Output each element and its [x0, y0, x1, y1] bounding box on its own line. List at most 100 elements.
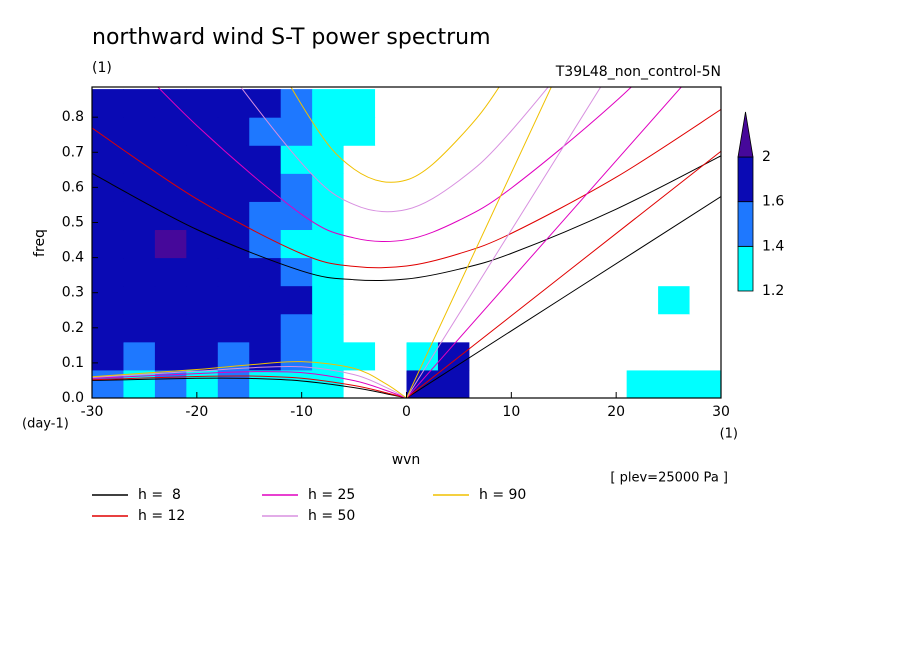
colorbar-band: [737, 156, 754, 203]
power-cell: [626, 313, 659, 343]
power-cell: [186, 341, 219, 371]
power-cell: [563, 117, 596, 146]
power-cell: [658, 369, 691, 398]
dispersion-curve-ig: [157, 87, 633, 243]
power-cell: [500, 257, 533, 287]
power-cell: [658, 313, 691, 343]
power-cell: [186, 145, 219, 174]
power-cell: [469, 145, 502, 174]
power-cell: [217, 313, 250, 343]
power-cell: [280, 369, 313, 398]
power-cell: [123, 229, 156, 259]
power-cell: [280, 229, 313, 259]
power-cell: [469, 341, 502, 371]
power-cell: [217, 285, 250, 315]
dispersion-curve-ig: [290, 87, 500, 183]
colorbar-band: [737, 245, 754, 292]
colorbar-label: 1.4: [762, 238, 784, 254]
power-cell: [92, 145, 124, 174]
power-cell: [343, 173, 376, 202]
power-cell: [500, 313, 533, 343]
power-cell: [343, 341, 376, 371]
legend-label: h = 12: [138, 508, 185, 524]
power-cell: [563, 341, 596, 371]
power-cell: [249, 201, 282, 231]
x-tick-label: -30: [81, 404, 104, 420]
power-cell: [217, 257, 250, 287]
chart-title: northward wind S-T power spectrum: [92, 25, 491, 50]
x-axis-unit: (1): [720, 427, 738, 442]
power-cell: [469, 369, 502, 398]
power-cell: [689, 201, 721, 231]
y-tick-label: 0.8: [62, 109, 84, 125]
power-cell: [658, 229, 691, 259]
power-cell: [406, 145, 439, 174]
power-cell: [469, 89, 502, 118]
power-cell: [500, 341, 533, 371]
power-cell: [595, 313, 628, 343]
colorbar-extension: [737, 111, 754, 158]
power-cell: [437, 341, 470, 371]
colorbar-band: [737, 201, 754, 247]
power-cell: [154, 313, 187, 343]
power-cell: [658, 201, 691, 231]
power-cell: [217, 229, 250, 259]
power-cell: [375, 369, 407, 398]
legend-label: h = 90: [479, 487, 526, 503]
power-cell: [469, 313, 502, 343]
power-cell: [437, 313, 470, 343]
power-cell: [437, 257, 470, 287]
power-cell: [689, 117, 721, 146]
power-cell: [249, 145, 282, 174]
power-cell: [154, 173, 187, 202]
power-cell: [186, 313, 219, 343]
power-cell: [469, 117, 502, 146]
power-cell: [469, 229, 502, 259]
power-cell: [154, 145, 187, 174]
y-tick-label: 0.5: [62, 214, 84, 230]
x-tick-label: -20: [185, 404, 208, 420]
power-cell: [123, 173, 156, 202]
power-cell: [312, 117, 345, 146]
power-cell: [532, 341, 565, 371]
power-cell: [500, 173, 533, 202]
power-cell: [689, 313, 721, 343]
x-tick-label: 20: [607, 404, 625, 420]
power-cell: [92, 341, 124, 371]
power-cell: [563, 313, 596, 343]
x-tick-label: -10: [290, 404, 313, 420]
power-cell: [123, 145, 156, 174]
power-cell: [186, 173, 219, 202]
dispersion-curve-rossby: [92, 361, 407, 398]
y-tick-label: 0.7: [62, 144, 84, 160]
power-cell: [500, 89, 533, 118]
power-cell: [406, 89, 439, 118]
power-cell: [437, 145, 470, 174]
power-cell: [689, 341, 721, 371]
power-cell: [249, 369, 282, 398]
power-cell: [689, 173, 721, 202]
power-cell: [343, 313, 376, 343]
power-cell: [280, 201, 313, 231]
dispersion-curve-kelvin: [406, 196, 721, 398]
power-cell: [375, 285, 407, 315]
power-cell: [280, 341, 313, 371]
dispersion-curve-ig: [92, 155, 721, 282]
power-cell: [249, 117, 282, 146]
power-cell: [154, 201, 187, 231]
power-cell: [123, 201, 156, 231]
subtitle-right: T39L48_non_control-5N: [555, 64, 721, 80]
power-cell: [92, 369, 124, 398]
power-cell: [532, 173, 565, 202]
dispersion-curves: [92, 87, 721, 398]
subtitle-left: (1): [92, 60, 112, 76]
power-cell: [154, 341, 187, 371]
power-cell: [689, 229, 721, 259]
x-tick-label: 30: [712, 404, 730, 420]
power-field: [92, 89, 721, 398]
power-cell: [437, 89, 470, 118]
power-cell: [186, 201, 219, 231]
annotation: [ plev=25000 Pa ]: [610, 471, 728, 486]
legend-label: h = 50: [308, 508, 355, 524]
power-cell: [92, 285, 124, 315]
